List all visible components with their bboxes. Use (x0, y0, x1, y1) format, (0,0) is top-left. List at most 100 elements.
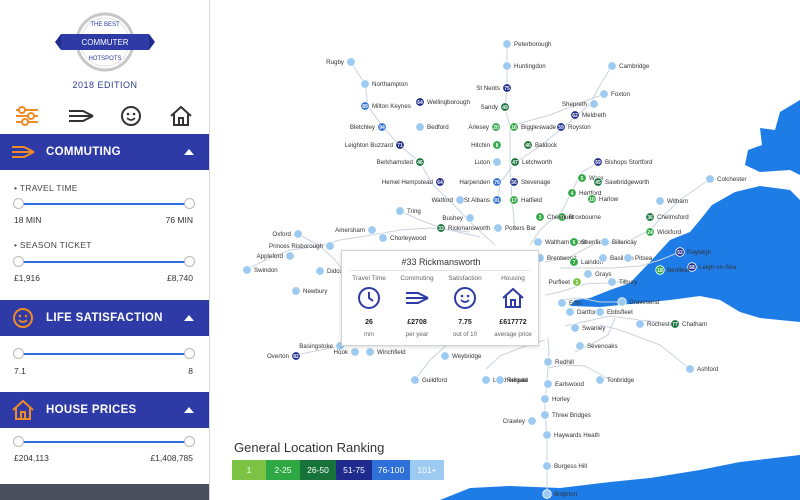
station-marker[interactable] (325, 241, 335, 251)
station-newbury[interactable]: Newbury (291, 286, 329, 296)
collapse-caret-icon[interactable] (184, 149, 194, 155)
station-cheshunt[interactable]: 3 Cheshunt (535, 212, 574, 222)
station-marker[interactable] (705, 174, 715, 184)
slider-min-handle[interactable] (13, 198, 24, 209)
station-marker[interactable] (623, 253, 633, 263)
station-chorleywood[interactable]: Chorleywood (378, 233, 427, 243)
station-tonbridge[interactable]: Tonbridge (595, 375, 635, 385)
station-marker[interactable] (635, 319, 645, 329)
station-marker[interactable] (569, 237, 579, 247)
collapse-caret-icon[interactable] (184, 315, 194, 321)
station-hook[interactable]: Hook (334, 347, 360, 357)
station-marker[interactable] (315, 266, 325, 276)
station-marker[interactable] (509, 177, 519, 187)
station-rickmansworth[interactable]: 33 Rickmansworth (436, 223, 491, 233)
station-marker[interactable] (415, 157, 425, 167)
station-colchester[interactable]: Colchester (705, 174, 747, 184)
station-marker[interactable] (607, 277, 617, 287)
station-amersham[interactable]: Amersham (335, 225, 377, 235)
collapse-caret-icon[interactable] (184, 407, 194, 413)
station-marker[interactable] (509, 195, 519, 205)
station-northampton[interactable]: Northampton (360, 79, 409, 89)
station-marker[interactable] (595, 375, 605, 385)
station-marker[interactable] (415, 97, 425, 107)
map-canvas[interactable]: Peterborough Huntingdon Cambridge Rugby Nort… (210, 0, 800, 500)
station-laindon[interactable]: 7 Laindon (569, 257, 604, 267)
slider-max-handle[interactable] (184, 198, 195, 209)
station-marker[interactable] (542, 489, 552, 499)
station-marker[interactable] (575, 341, 585, 351)
station-chatham[interactable]: 77 Chatham (670, 319, 707, 329)
station-princes-risborough[interactable]: Princes Risborough (269, 241, 335, 251)
station-marker[interactable] (291, 351, 301, 361)
station-marker[interactable] (675, 247, 685, 257)
station-ebbsfleet[interactable]: Ebbsfleet (595, 307, 633, 317)
legend-item-26-50[interactable]: 26-50 (300, 460, 336, 480)
station-marker[interactable] (510, 157, 520, 167)
station-pitsea[interactable]: Pitsea (623, 253, 653, 263)
station-oxford[interactable]: Oxford (272, 229, 303, 239)
station-marker[interactable] (410, 375, 420, 385)
station-marker[interactable] (645, 212, 655, 222)
station-redhill[interactable]: Redhill (543, 357, 574, 367)
station-tring[interactable]: Tring (395, 206, 422, 216)
station-marker[interactable] (377, 122, 387, 132)
station-marker[interactable] (435, 177, 445, 187)
station-marker[interactable] (542, 461, 552, 471)
slider-min-handle[interactable] (13, 348, 24, 359)
station-marker[interactable] (395, 206, 405, 216)
travel-time-slider[interactable] (13, 198, 195, 210)
station-biggleswade[interactable]: 16 Biggleswade (509, 122, 557, 132)
station-marker[interactable] (378, 233, 388, 243)
house-prices-slider[interactable] (13, 436, 195, 448)
station-sawbridgeworth[interactable]: 45 Sawbridgeworth (593, 177, 650, 187)
legend-item-51-75[interactable]: 51-75 (336, 460, 372, 480)
station-meldreth[interactable]: 62 Meldreth (570, 110, 607, 120)
station-bushey[interactable]: Bushey (442, 213, 475, 223)
station-gravesend[interactable]: Gravesend (617, 297, 660, 307)
station-bishops-stortford[interactable]: 69 Bishops Stortford (593, 157, 653, 167)
station-reigate[interactable]: Reigate (495, 375, 529, 385)
station-witham[interactable]: Witham (655, 196, 688, 206)
station-horley[interactable]: Horley (540, 394, 571, 404)
station-earlswood[interactable]: Earlswood (543, 379, 585, 389)
station-guildford[interactable]: Guildford (410, 375, 448, 385)
station-marker[interactable] (617, 297, 627, 307)
station-marker[interactable] (577, 173, 587, 183)
station-harpenden[interactable]: 76 Harpenden (459, 177, 502, 187)
station-marker[interactable] (598, 253, 608, 263)
station-appleford[interactable]: Appleford (257, 251, 295, 261)
station-milton-keynes[interactable]: 89 Milton Keynes (360, 101, 411, 111)
station-marker[interactable] (360, 79, 370, 89)
station-marker[interactable] (565, 307, 575, 317)
station-marker[interactable] (502, 61, 512, 71)
slider-max-handle[interactable] (184, 348, 195, 359)
station-marker[interactable] (670, 319, 680, 329)
station-marker[interactable] (570, 323, 580, 333)
station-info-popup[interactable]: #33 Rickmansworth Travel Time 26 min Com… (341, 250, 539, 346)
station-didcot[interactable]: Didcot (315, 266, 345, 276)
station-marker[interactable] (509, 122, 519, 132)
station-marker[interactable] (365, 347, 375, 357)
station-marker[interactable] (542, 430, 552, 440)
house-prices-section-header[interactable]: HOUSE PRICES (0, 392, 209, 428)
station-marker[interactable] (599, 89, 609, 99)
station-rugby[interactable]: Rugby (326, 57, 356, 67)
station-rochester[interactable]: Rochester (635, 319, 676, 329)
house-icon[interactable] (166, 102, 196, 130)
station-billericay[interactable]: Billericay (600, 237, 638, 247)
smiley-icon[interactable] (116, 102, 146, 130)
station-marker[interactable] (557, 212, 567, 222)
station-marker[interactable] (540, 394, 550, 404)
station-swindon[interactable]: Swindon (242, 265, 279, 275)
station-marker[interactable] (465, 213, 475, 223)
station-marker[interactable] (440, 351, 450, 361)
station-marker[interactable] (593, 177, 603, 187)
slider-max-handle[interactable] (184, 436, 195, 447)
station-marker[interactable] (415, 122, 425, 132)
station-rayleigh[interactable]: 52 Rayleigh (675, 247, 712, 257)
station-stevenage[interactable]: 56 Stevenage (509, 177, 551, 187)
train-icon[interactable] (66, 102, 96, 130)
